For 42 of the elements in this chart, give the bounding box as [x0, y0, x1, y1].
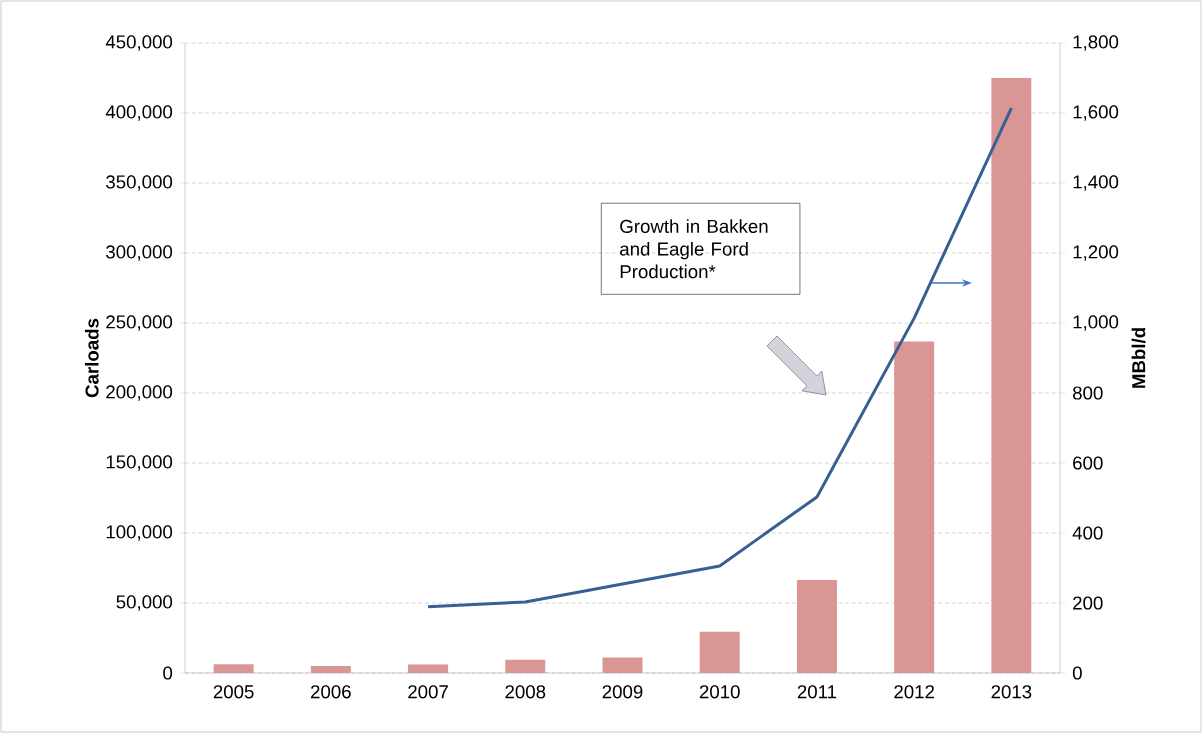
- x-tick-label: 2012: [894, 685, 934, 699]
- y2-tick-label: 0: [1072, 666, 1082, 680]
- y2-tick-label: 1,800: [1073, 35, 1119, 51]
- y2-tick-label: 1,400: [1073, 175, 1119, 191]
- y2-axis-title: MBbl/d: [1131, 328, 1146, 388]
- y-tick-label: 50,000: [116, 595, 173, 611]
- x-tick-label: 2011: [797, 685, 837, 699]
- y2-tick-label: 1,600: [1073, 105, 1119, 121]
- x-tick-label: 2010: [699, 685, 740, 699]
- y2-tick-label: 1,200: [1073, 245, 1119, 261]
- y-tick-label: 400,000: [105, 105, 173, 121]
- bar: [602, 657, 643, 673]
- x-tick-label: 2007: [408, 685, 448, 699]
- y2-tick-label: 600: [1073, 456, 1103, 470]
- x-tick-label: 2009: [602, 685, 643, 699]
- x-tick-label: 2008: [505, 685, 546, 699]
- x-tick-label: 2006: [311, 685, 351, 699]
- y2-tick-label: 1,000: [1073, 315, 1119, 331]
- bar: [991, 78, 1032, 673]
- bar: [699, 631, 740, 673]
- bar: [310, 666, 351, 673]
- x-tick-label: 2013: [991, 685, 1032, 699]
- bar: [505, 659, 546, 673]
- line-series: [426, 106, 1013, 609]
- x-tick-label: 2005: [213, 685, 254, 699]
- y-tick-label: 200,000: [106, 385, 173, 401]
- bar: [408, 664, 449, 673]
- y-axis-title: Carloads: [84, 318, 99, 398]
- y-tick-label: 100,000: [106, 525, 173, 541]
- y-tick-label: 250,000: [106, 315, 173, 331]
- y2-tick-label: 400: [1072, 526, 1103, 540]
- y-tick-label: 150,000: [106, 455, 173, 471]
- bar: [894, 341, 935, 673]
- y2-tick-label: 800: [1073, 386, 1103, 400]
- y-tick-label: 450,000: [105, 35, 173, 51]
- annotation: Growth in Bakken and Eagle Ford Production*: [620, 219, 768, 279]
- y-tick-label: 350,000: [106, 175, 173, 191]
- y-tick-label: 0: [163, 666, 173, 680]
- bar: [213, 664, 254, 673]
- bar: [796, 579, 837, 673]
- y-tick-label: 300,000: [106, 245, 173, 261]
- y2-tick-label: 200: [1073, 596, 1103, 610]
